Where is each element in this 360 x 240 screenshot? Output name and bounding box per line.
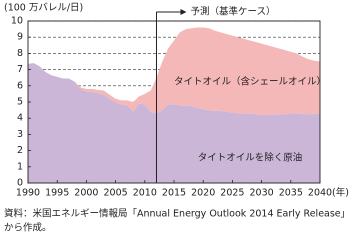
chart: (100 万バレル/日) 資料：米国エネルギー情報局「Annual Energy…: [4, 3, 350, 234]
x-axis-unit: (年): [332, 187, 349, 199]
x-tick-label: 2030: [250, 188, 274, 199]
y-tick-label: 3: [17, 129, 23, 140]
y-tick-label: 7: [17, 64, 23, 75]
arrow-head: [180, 9, 187, 15]
source-note: から作成。: [4, 222, 52, 234]
x-tick-label: 2040: [308, 188, 332, 199]
y-tick-label: 9: [17, 32, 23, 43]
x-tick-label: 1990: [16, 188, 40, 199]
x-tick-label: 2025: [220, 188, 244, 199]
x-tick-label: 2010: [133, 188, 157, 199]
forecast-label: 予測（基準ケース）: [190, 6, 275, 18]
x-tick-label: 2015: [162, 188, 186, 199]
area-label: タイトオイル（含シェールオイル）: [174, 76, 326, 88]
y-tick-label: 1: [17, 161, 23, 172]
y-tick-label: 10: [11, 16, 23, 27]
y-axis-label: (100 万バレル/日): [4, 3, 83, 14]
plot-frame: [27, 20, 321, 184]
y-tick-label: 6: [17, 80, 23, 91]
x-tick-label: 2020: [191, 188, 215, 199]
x-tick-label: 2035: [279, 188, 303, 199]
source-note: 資料：米国エネルギー情報局「Annual Energy Outlook 2014…: [4, 208, 350, 220]
x-tick-label: 2000: [74, 188, 98, 199]
y-tick-label: 5: [17, 97, 23, 108]
y-tick-label: 4: [17, 113, 23, 124]
x-tick-label: 2005: [104, 188, 128, 199]
area: [28, 27, 320, 115]
y-tick-label: 0: [17, 178, 23, 189]
area-label: タイトオイルを除く原油: [198, 152, 303, 164]
area: [28, 63, 320, 184]
y-tick-label: 8: [17, 48, 23, 59]
y-tick-label: 2: [17, 145, 23, 156]
x-tick-label: 1995: [45, 188, 69, 199]
